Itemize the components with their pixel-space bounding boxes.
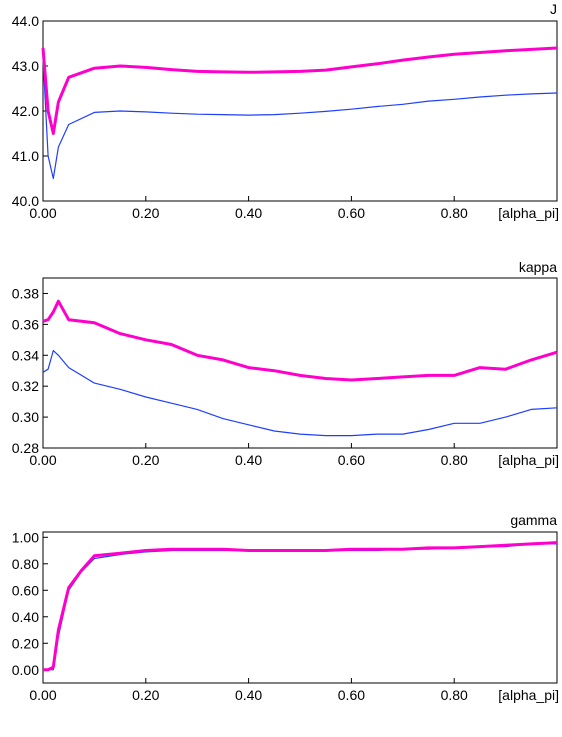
series-line-blue — [42, 56, 558, 180]
chart-title: J — [550, 1, 557, 17]
x-tick-label: 0.80 — [441, 452, 468, 468]
chart-panel-J: 40.0 41.0 42.0 43.0 44.0 0.00 0.20 0.40 0.60 0.80… — [12, 1, 559, 221]
x-tick-label: 0.60 — [338, 452, 365, 468]
y-tick-label: 0.38 — [12, 285, 39, 301]
chart-title: gamma — [510, 512, 557, 528]
y-tick-label: 0.80 — [12, 556, 39, 572]
x-tick-label: 0.00 — [29, 687, 56, 703]
y-tick-label: 1.00 — [12, 529, 39, 545]
y-tick-label: 42.0 — [12, 103, 39, 119]
series-line-magenta — [42, 299, 558, 382]
y-tick-label: 43.0 — [12, 58, 39, 74]
y-tick-label: 0.00 — [12, 662, 39, 678]
x-tick-label: 0.00 — [29, 452, 56, 468]
y-tick-label: 0.30 — [12, 409, 39, 425]
y-tick-label: 0.20 — [12, 635, 39, 651]
plot-frame — [42, 277, 558, 449]
series-line-blue — [42, 350, 558, 437]
x-axis-label: [alpha_pi] — [498, 452, 559, 468]
x-axis-label: [alpha_pi] — [498, 687, 559, 703]
y-tick-label: 0.34 — [12, 347, 39, 363]
x-tick-label: 0.20 — [132, 452, 159, 468]
x-tick-label: 0.60 — [338, 687, 365, 703]
plot-frame — [42, 531, 558, 684]
x-tick-label: 0.40 — [235, 205, 262, 221]
y-tick-label: 44.0 — [12, 13, 39, 29]
x-tick-label: 0.20 — [132, 205, 159, 221]
x-tick-label: 0.40 — [235, 452, 262, 468]
y-tick-label: 0.40 — [12, 609, 39, 625]
y-tick-label: 41.0 — [12, 148, 39, 164]
series-line-magenta — [41, 46, 558, 135]
x-axis-label: [alpha_pi] — [498, 205, 559, 221]
x-tick-label: 0.80 — [441, 687, 468, 703]
y-tick-label: 0.32 — [12, 378, 39, 394]
y-tick-label: 0.36 — [12, 316, 39, 332]
x-tick-label: 0.40 — [235, 687, 262, 703]
chart-panel-gamma: 0.00 0.20 0.40 0.60 0.80 1.00 0.00 0.20 0.40 0.60… — [12, 512, 559, 703]
chart-panel-kappa: 0.28 0.30 0.32 0.34 0.36 0.38 0.00 0.20 0.40 0.60… — [12, 259, 559, 468]
y-tick-label: 40.0 — [12, 193, 39, 209]
x-tick-label: 0.80 — [441, 205, 468, 221]
chart-title: kappa — [519, 259, 557, 275]
series-line-blue — [43, 543, 557, 671]
y-tick-label: 0.28 — [12, 440, 39, 456]
series-line-magenta — [43, 541, 558, 672]
x-tick-label: 0.60 — [338, 205, 365, 221]
x-tick-label: 0.20 — [132, 687, 159, 703]
x-tick-label: 0.00 — [29, 205, 56, 221]
y-tick-label: 0.60 — [12, 582, 39, 598]
